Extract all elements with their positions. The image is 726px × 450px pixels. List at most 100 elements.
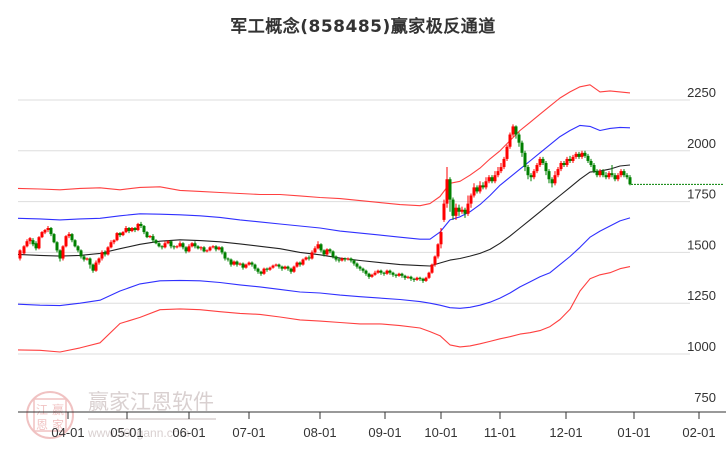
candle: [316, 241, 320, 250]
candle: [211, 245, 215, 249]
grid-lines: [18, 99, 690, 355]
candle: [292, 265, 296, 273]
candle: [445, 167, 449, 208]
candle: [439, 228, 443, 249]
candle: [61, 245, 65, 261]
y-tick-label: 1000: [687, 339, 716, 354]
candle: [124, 225, 128, 234]
y-tick-label: 2000: [687, 136, 716, 151]
candle: [115, 232, 119, 242]
candle: [55, 241, 59, 253]
candle: [358, 265, 362, 271]
candle: [406, 275, 410, 279]
candle: [40, 231, 44, 239]
candle: [562, 160, 566, 168]
candle: [160, 245, 164, 250]
candle: [523, 150, 527, 172]
candle: [376, 269, 380, 274]
candle: [145, 231, 149, 239]
candle: [559, 160, 563, 172]
y-tick-label: 2250: [687, 85, 716, 100]
candle: [475, 185, 479, 194]
candle: [28, 237, 32, 245]
candle: [247, 261, 251, 266]
candle: [433, 255, 437, 267]
candle: [67, 232, 71, 239]
candle: [448, 177, 452, 212]
candle: [601, 169, 605, 178]
candle: [130, 227, 134, 233]
candle: [196, 245, 200, 250]
candle: [589, 158, 593, 168]
candle: [229, 258, 233, 267]
candle: [355, 262, 359, 269]
candle: [538, 156, 542, 168]
candle: [493, 171, 497, 184]
candle: [271, 264, 275, 269]
candle: [391, 271, 395, 277]
candle: [346, 257, 350, 261]
candle: [70, 233, 74, 243]
x-tick-label: 04-01: [51, 425, 84, 440]
svg-text:赢: 赢: [52, 402, 64, 417]
candle: [25, 239, 29, 248]
candle: [367, 272, 371, 279]
candle: [178, 241, 182, 248]
candle: [250, 261, 254, 267]
candle: [517, 132, 521, 147]
candle: [190, 242, 194, 248]
channel-bands: [17, 84, 631, 353]
band-inner-upper: [17, 124, 631, 240]
candle: [337, 258, 341, 263]
candle: [283, 265, 287, 270]
candle: [544, 160, 548, 176]
candle: [457, 204, 461, 216]
candle: [118, 232, 122, 238]
svg-text:恩: 恩: [36, 418, 48, 432]
candle: [187, 244, 191, 253]
candle: [322, 249, 326, 257]
candle: [583, 150, 587, 158]
candle: [613, 173, 617, 182]
candle: [496, 167, 500, 178]
candle: [304, 256, 308, 261]
candle: [514, 125, 518, 139]
candle: [43, 229, 47, 235]
candle: [112, 239, 116, 245]
candle: [151, 234, 155, 243]
x-tick-label: 09-01: [368, 425, 401, 440]
candle: [379, 269, 383, 275]
candle: [172, 245, 176, 250]
x-tick-label: 06-01: [172, 425, 205, 440]
candle: [79, 249, 83, 259]
candle: [175, 245, 179, 249]
x-axis: 04-01 05-01 06-01 07-01 08-01 09-01 10-01 11-01…: [18, 411, 726, 440]
candle: [520, 140, 524, 157]
candle: [526, 165, 530, 180]
candle: [388, 269, 392, 275]
candle: [223, 251, 227, 261]
candle: [436, 243, 440, 259]
candle: [310, 250, 314, 260]
candle: [76, 245, 80, 253]
candle: [88, 257, 92, 269]
candlesticks: [18, 124, 632, 283]
candle: [253, 263, 257, 271]
candle: [409, 275, 413, 281]
candle: [133, 227, 137, 233]
candle: [550, 177, 554, 188]
candle: [463, 207, 467, 218]
candle: [598, 169, 602, 178]
candle: [625, 173, 629, 180]
candle: [577, 151, 581, 159]
candle: [157, 242, 161, 248]
candle: [361, 267, 365, 273]
candle: [127, 227, 131, 234]
candle: [499, 162, 503, 174]
candle: [511, 124, 515, 137]
candle: [484, 177, 488, 190]
candle: [265, 267, 269, 272]
candle: [202, 246, 206, 253]
candle: [622, 169, 626, 178]
candle: [226, 257, 230, 262]
